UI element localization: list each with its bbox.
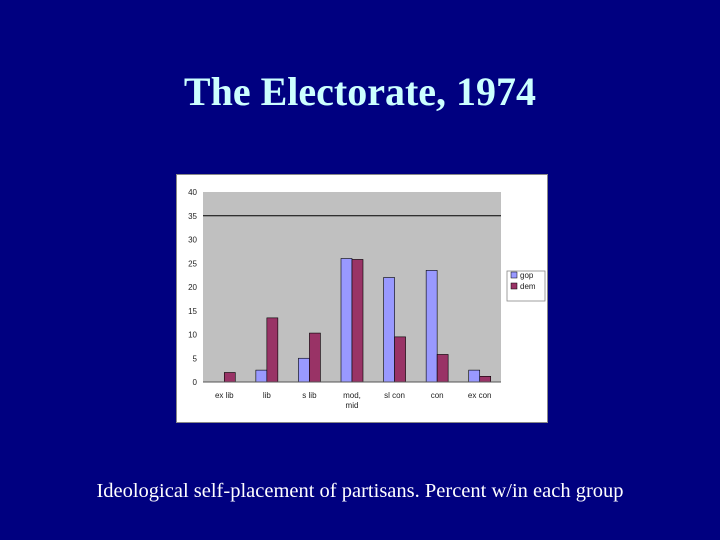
y-tick-label: 40: [188, 188, 197, 197]
legend-label-dem: dem: [520, 282, 536, 291]
bar-gop-2: [298, 357, 310, 383]
bar-dem-3: [351, 259, 364, 383]
bar-dem-4: [394, 336, 406, 383]
legend-label-gop: gop: [520, 271, 534, 280]
bar-dem-5: [436, 354, 449, 383]
bar-dem-6: [479, 376, 492, 383]
bar-gop-3: [340, 258, 353, 383]
y-tick-label: 10: [188, 331, 197, 340]
x-category-label: mod, mid: [343, 391, 361, 410]
y-tick-label: 5: [193, 354, 198, 363]
x-category-label: lib: [263, 391, 272, 400]
legend-swatch-dem: [510, 282, 518, 290]
bar-gop-1: [255, 369, 268, 383]
legend-swatch-gop: [510, 271, 518, 279]
y-tick-label: 20: [188, 283, 197, 292]
bar-dem-2: [309, 332, 321, 383]
bar-dem-1: [266, 317, 279, 383]
x-category-label: ex con: [468, 391, 492, 400]
bar-gop-5: [425, 270, 438, 383]
bar-dem-0: [223, 372, 236, 383]
y-tick-label: 25: [188, 259, 197, 268]
x-category-label: ex lib: [215, 391, 234, 400]
x-category-label: con: [431, 391, 444, 400]
x-category-label: sl con: [384, 391, 405, 400]
legend: gop dem: [506, 270, 546, 302]
slide-title: The Electorate, 1974: [183, 69, 537, 114]
slide-caption: Ideological self-placement of partisans.…: [96, 480, 624, 502]
chart: 0 5 10 15 20 25 30 35 40 ex lib lib s lib mod, mid sl…: [176, 174, 548, 423]
y-tick-label: 30: [188, 236, 197, 245]
bar-gop-6: [468, 369, 481, 383]
y-tick-label: 15: [188, 307, 197, 316]
bar-gop-4: [383, 277, 395, 383]
y-tick-label: 35: [188, 212, 197, 221]
y-tick-label: 0: [193, 378, 198, 387]
x-category-label: s lib: [302, 391, 317, 400]
bar-chart-svg: 0 5 10 15 20 25 30 35 40 ex lib lib s lib mod, mid sl…: [188, 188, 546, 410]
